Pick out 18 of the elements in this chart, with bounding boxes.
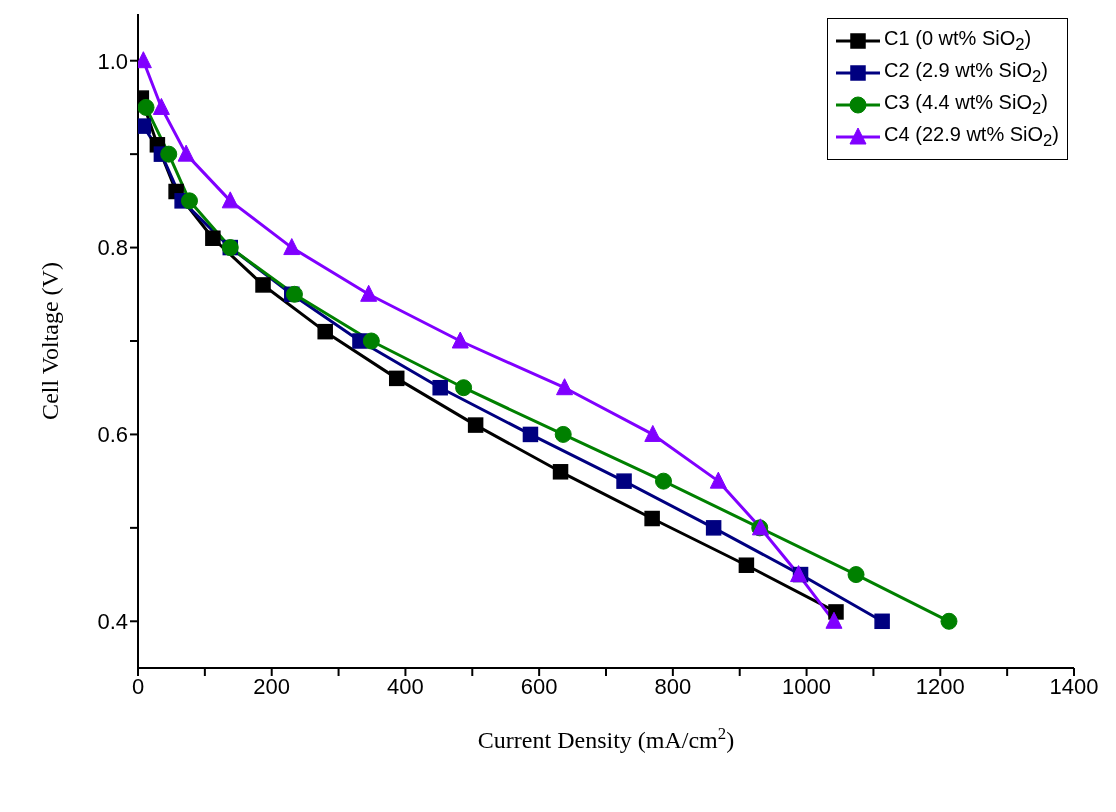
x-tick-label: 0 [131,673,145,699]
y-tick-label: 0.4 [97,609,128,635]
y-tick-label: 0.6 [97,422,128,448]
x-tick-label: 200 [253,673,291,699]
x-tick-label: 1000 [782,673,832,699]
y-axis-title: Cell Voltage (V) [37,262,63,420]
legend-label: C1 (0 wt% SiO$_{2}$) [884,27,1032,55]
x-tick-label: 600 [520,673,558,699]
x-axis-title: Current Density (mA/cm$^{2}$) [477,723,735,753]
x-tick-label: 1200 [915,673,965,699]
legend-label: C3 (4.4 wt% SiO$_{2}$) [884,91,1048,119]
y-tick-label: 0.8 [97,235,128,261]
x-tick-label: 800 [654,673,692,699]
y-tick-label: 1.0 [97,48,128,74]
x-tick-label: 400 [387,673,424,699]
legend-label: C2 (2.9 wt% SiO$_{2}$) [884,59,1048,87]
legend-label: C4 (22.9 wt% SiO$_{2}$) [884,123,1059,151]
x-tick-label: 1400 [1049,673,1099,699]
